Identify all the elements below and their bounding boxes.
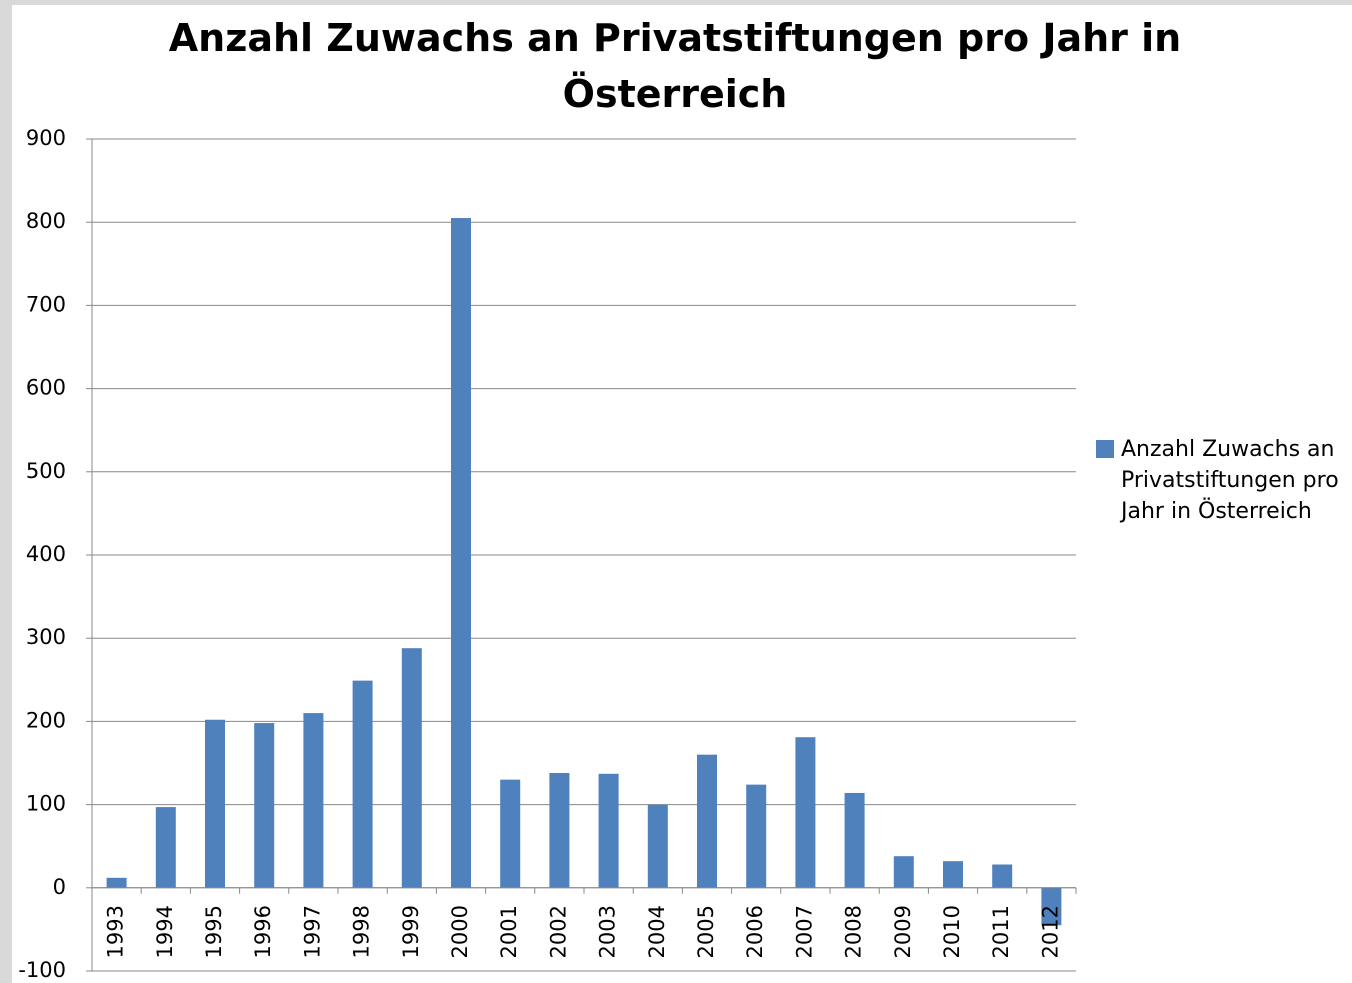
x-tick-label: 2000 [448, 905, 472, 958]
bar [1041, 887, 1062, 926]
x-tick-label: 2012 [1038, 905, 1062, 958]
bar [746, 784, 767, 888]
y-tick-label: 900 [26, 126, 66, 150]
x-tick-label: 2006 [743, 905, 767, 958]
y-tick-label: 600 [26, 376, 66, 400]
x-tick-label: 2004 [645, 905, 669, 958]
bar [451, 218, 471, 888]
legend-swatch [1096, 440, 1114, 458]
y-tick-label: 100 [26, 792, 66, 816]
x-tick-label: 2005 [694, 905, 718, 958]
y-tick-label: 500 [26, 459, 66, 483]
bar [106, 877, 127, 888]
y-tick-label: 0 [53, 875, 66, 899]
y-tick-label: 700 [26, 292, 66, 316]
bar [549, 772, 570, 888]
x-tick-label: 2007 [792, 905, 816, 958]
bar [598, 773, 619, 888]
legend: Anzahl Zuwachs an Privatstiftungen pro J… [1096, 434, 1352, 527]
x-tick-label: 2011 [989, 905, 1013, 958]
legend-label: Anzahl Zuwachs an Privatstiftungen pro J… [1121, 437, 1339, 524]
y-tick-label: 800 [26, 209, 66, 233]
x-tick-label: 2001 [497, 905, 521, 958]
bar [155, 807, 176, 888]
x-tick-label: 2010 [940, 905, 964, 958]
chart-title: Anzahl Zuwachs an Privatstiftungen pro J… [168, 16, 1182, 116]
x-tick-label: 2009 [891, 905, 915, 958]
x-tick-label: 1999 [399, 905, 423, 958]
x-tick-label: 1994 [153, 905, 177, 958]
bar [893, 856, 914, 888]
bar [943, 861, 963, 888]
bar [500, 779, 521, 888]
y-tick-label: -100 [18, 958, 66, 982]
x-tick-label: 1996 [251, 905, 275, 958]
bar [254, 723, 275, 888]
bar [697, 754, 717, 888]
chart-area [12, 5, 1352, 983]
bar [992, 864, 1013, 888]
x-tick-label: 1998 [350, 905, 374, 958]
y-tick-label: 200 [26, 708, 66, 732]
bar [647, 804, 668, 888]
x-tick-label: 1997 [300, 905, 324, 958]
y-tick-label: 300 [26, 625, 66, 649]
x-tick-label: 2003 [596, 905, 620, 958]
bar [795, 737, 816, 888]
bar [303, 713, 324, 888]
x-tick-label: 1993 [104, 905, 128, 958]
bar [844, 792, 865, 888]
y-tick-label: 400 [26, 542, 66, 566]
bar [205, 719, 225, 888]
bar [352, 680, 373, 888]
x-tick-label: 2008 [842, 905, 866, 958]
x-tick-label: 1995 [202, 905, 226, 958]
x-tick-label: 2002 [546, 905, 570, 958]
bar [401, 648, 422, 888]
